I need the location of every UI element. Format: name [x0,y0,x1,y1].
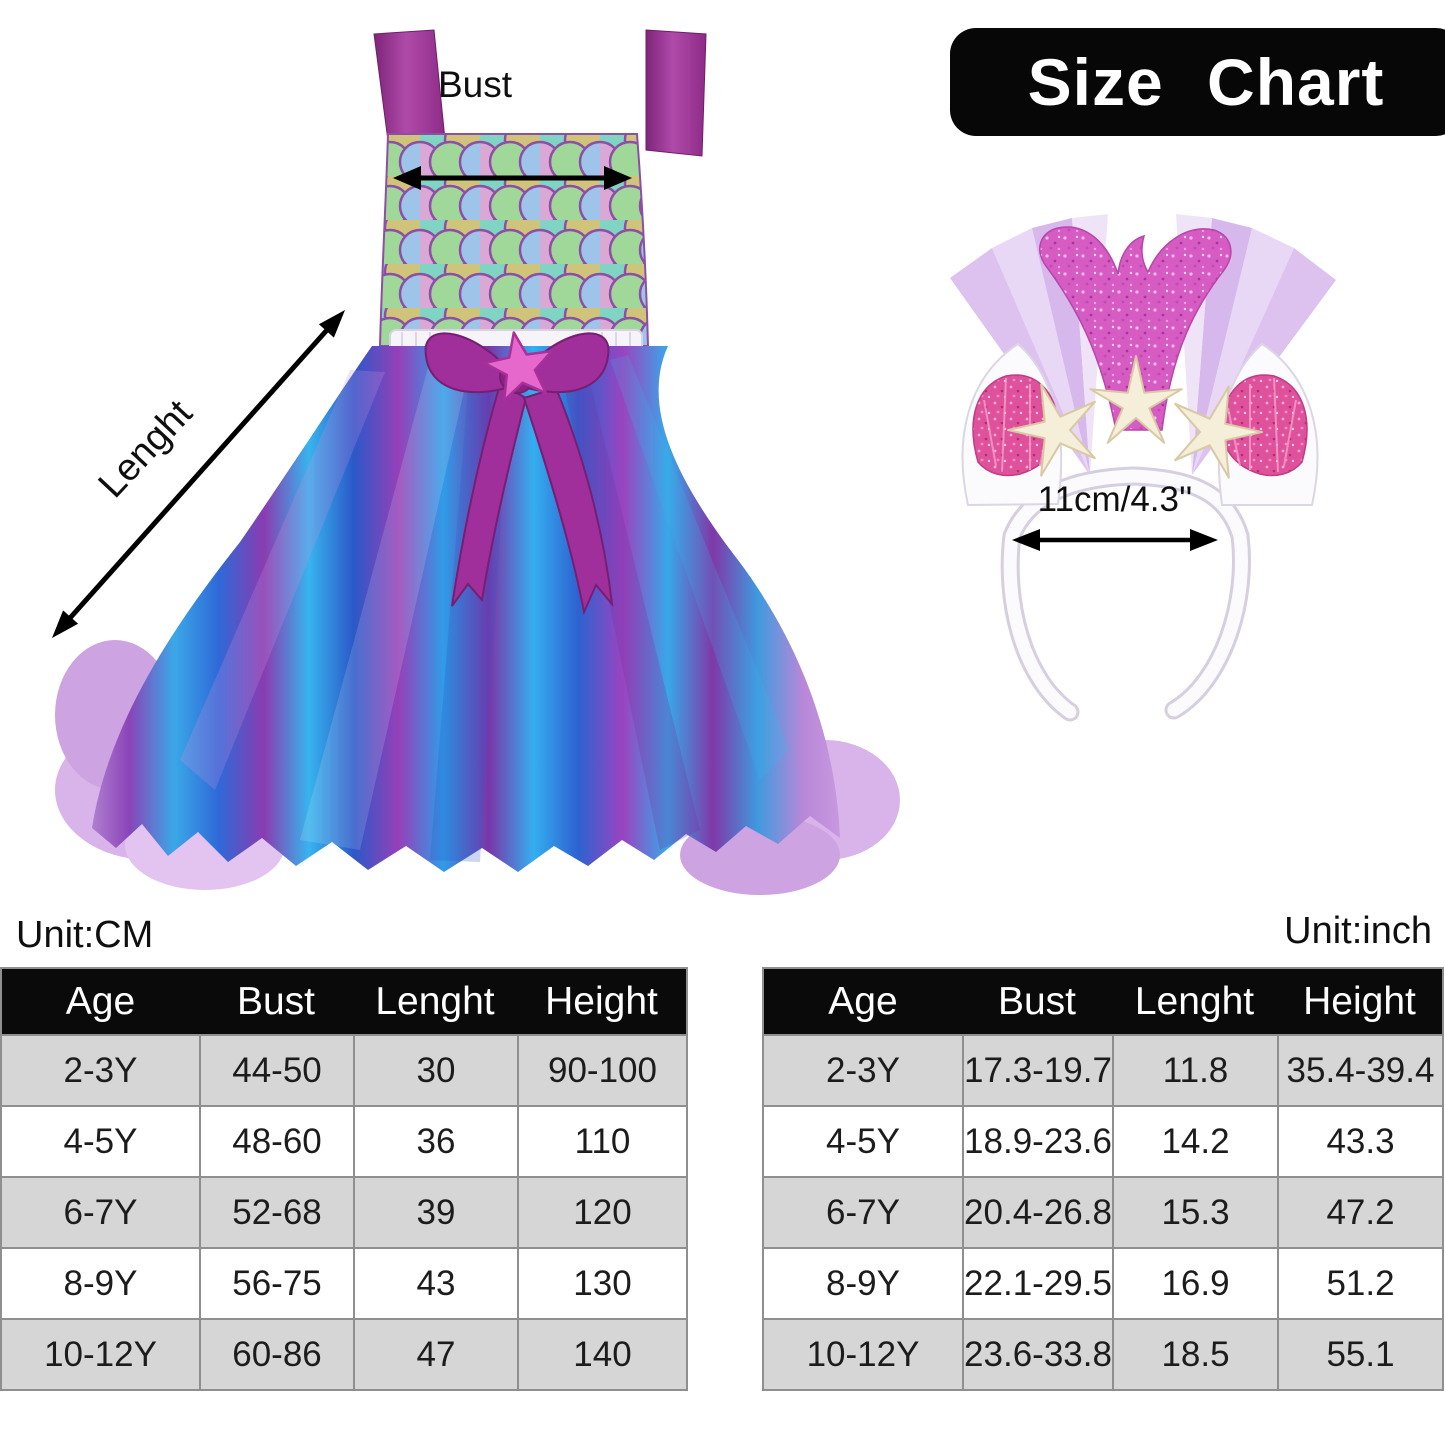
length-arrow [52,310,345,638]
table-cell: 51.2 [1277,1247,1442,1318]
table-header-cell: Bust [199,969,353,1034]
table-cell: 30 [353,1034,517,1105]
cm-size-table: Age Bust Lenght Height 2-3Y 44-50 30 90-… [0,967,688,1391]
table-header-cell: Height [1277,969,1442,1034]
dress-illustration [52,29,900,895]
table-cell: 36 [353,1105,517,1176]
table-cell: 4-5Y [764,1105,962,1176]
table-cell: 56-75 [199,1247,353,1318]
tutu-skirt [92,346,840,872]
dress-strap-right [645,29,707,157]
headband-width-label: 11cm/4.3'' [1037,480,1193,519]
table-cell: 44-50 [199,1034,353,1105]
table-cell: 8-9Y [2,1247,199,1318]
table-header-cell: Lenght [1112,969,1277,1034]
bow-tail-left [451,382,528,607]
headband-width-arrow [1012,529,1218,551]
table-cell: 10-12Y [764,1318,962,1389]
table-cell: 48-60 [199,1105,353,1176]
table-cell: 43 [353,1247,517,1318]
unit-inch-label: Unit:inch [1284,910,1432,952]
table-cell: 43.3 [1277,1105,1442,1176]
table-cell: 23.6-33.8 [962,1318,1112,1389]
table-cell: 60-86 [199,1318,353,1389]
size-chart-title: Size Chart [1027,45,1385,119]
table-cell: 22.1-29.5 [962,1247,1112,1318]
table-cell: 15.3 [1112,1176,1277,1247]
table-header-cell: Bust [962,969,1112,1034]
inch-size-table: Age Bust Lenght Height 2-3Y 17.3-19.7 11… [762,967,1444,1391]
table-cell: 47 [353,1318,517,1389]
dress-bodice [378,133,650,347]
table-cell: 130 [517,1247,686,1318]
table-cell: 18.9-23.6 [962,1105,1112,1176]
table-cell: 4-5Y [2,1105,199,1176]
table-cell: 8-9Y [764,1247,962,1318]
headband-illustration [950,214,1336,722]
bow-loop-right [519,332,610,393]
table-cell: 6-7Y [2,1176,199,1247]
table-cell: 47.2 [1277,1176,1442,1247]
table-cell: 110 [517,1105,686,1176]
table-header-cell: Lenght [353,969,517,1034]
bow-tail-right [522,386,614,616]
bow-starfish [483,331,554,402]
table-header-cell: Age [764,969,962,1034]
headband-band [1000,466,1252,722]
table-cell: 120 [517,1176,686,1247]
table-cell: 55.1 [1277,1318,1442,1389]
size-chart-title-badge: Size Chart [937,28,1445,155]
table-header-cell: Age [2,969,199,1034]
table-header-cell: Height [517,969,686,1034]
table-cell: 2-3Y [2,1034,199,1105]
bow-loop-left [424,332,515,393]
table-cell: 17.3-19.7 [962,1034,1112,1105]
table-cell: 18.5 [1112,1318,1277,1389]
table-cell: 6-7Y [764,1176,962,1247]
table-cell: 140 [517,1318,686,1389]
bust-label: Bust [438,64,513,105]
table-cell: 39 [353,1176,517,1247]
table-cell: 14.2 [1112,1105,1277,1176]
table-cell: 20.4-26.8 [962,1176,1112,1247]
table-cell: 10-12Y [2,1318,199,1389]
headband-mermaid-tail [1039,226,1232,431]
table-cell: 2-3Y [764,1034,962,1105]
table-cell: 11.8 [1112,1034,1277,1105]
table-cell: 35.4-39.4 [1277,1034,1442,1105]
table-cell: 16.9 [1112,1247,1277,1318]
table-cell: 90-100 [517,1034,686,1105]
bust-arrow [393,166,632,190]
headband-starfish [1006,355,1264,479]
product-diagrams [52,29,1336,895]
table-cell: 52-68 [199,1176,353,1247]
unit-cm-label: Unit:CM [16,914,154,956]
